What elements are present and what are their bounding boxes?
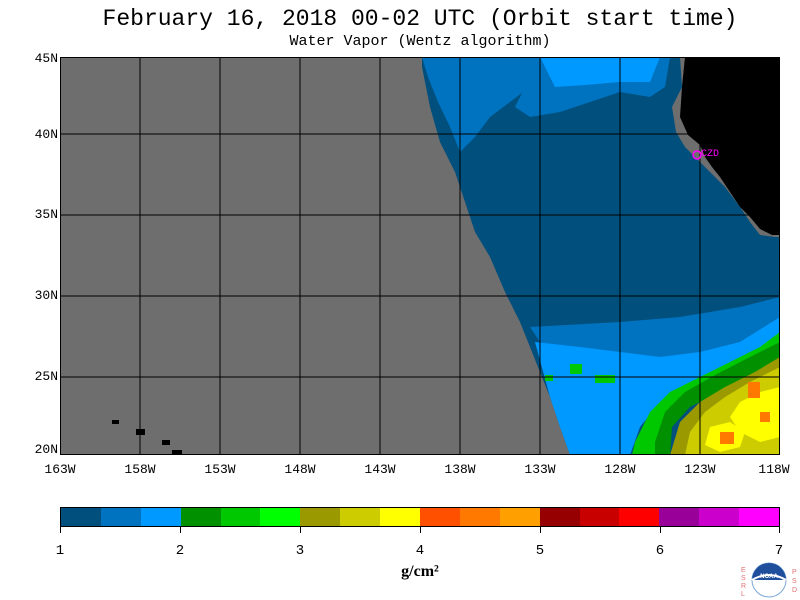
colorbar-segment [499, 508, 540, 526]
moisture-bright-yellow [730, 387, 780, 442]
colorbar-segment [699, 508, 740, 526]
colorbar-tick [180, 527, 181, 533]
colorbar-segment [220, 508, 261, 526]
colorbar-segment [140, 508, 181, 526]
station-label: CZD [701, 149, 719, 160]
chart-title: February 16, 2018 00-02 UTC (Orbit start… [102, 6, 738, 32]
colorbar-tick [779, 527, 780, 533]
hawaii-island-3 [162, 440, 170, 445]
hawaii-island-1 [112, 420, 119, 424]
station-marker [692, 150, 702, 160]
svg-text:D: D [792, 587, 797, 594]
colorbar-unit: g/cm² [401, 563, 439, 580]
colorbar-segment [659, 508, 700, 526]
lat-label-35n: 35N [34, 207, 58, 222]
colorbar-segment [180, 508, 221, 526]
lon-label-138w: 138W [444, 462, 476, 477]
swath-bright-blue-top [540, 57, 660, 87]
logo-esrl: E [741, 567, 746, 574]
map-frame [60, 57, 780, 455]
colorbar-segment [539, 508, 580, 526]
svg-text:L: L [741, 591, 745, 598]
colorbar-tick [300, 527, 301, 533]
colorbar-label-7: 7 [774, 543, 784, 559]
colorbar-segment [739, 508, 780, 526]
colorbar-segment [300, 508, 341, 526]
lat-label-40n: 40N [34, 127, 58, 142]
lon-label-143w: 143W [364, 462, 396, 477]
graticule [60, 57, 780, 455]
colorbar-segment [380, 508, 421, 526]
lon-label-123w: 123W [684, 462, 716, 477]
colorbar [60, 507, 780, 527]
svg-text:NOAA: NOAA [760, 574, 778, 580]
svg-text:S: S [741, 575, 746, 582]
colorbar-segment [260, 508, 301, 526]
colorbar-segment [340, 508, 381, 526]
colorbar-segment [61, 508, 101, 526]
colorbar-label-5: 5 [535, 543, 545, 559]
lon-label-128w: 128W [604, 462, 636, 477]
logo-psd: P [792, 569, 797, 576]
lon-label-153w: 153W [204, 462, 236, 477]
hawaii-island-4 [172, 450, 182, 455]
moisture-orange-spot-1 [748, 382, 760, 398]
colorbar-segment [459, 508, 500, 526]
lon-label-133w: 133W [524, 462, 556, 477]
moisture-orange-spot-3 [760, 412, 770, 422]
colorbar-label-4: 4 [415, 543, 425, 559]
moisture-green-speck-3 [545, 375, 553, 381]
swath-edge-blue-top [422, 57, 540, 152]
chart-subtitle: Water Vapor (Wentz algorithm) [289, 33, 551, 50]
colorbar-tick [540, 527, 541, 533]
lon-label-158w: 158W [124, 462, 156, 477]
colorbar-segment [420, 508, 460, 526]
moisture-orange-spot-2 [720, 432, 734, 444]
svg-text:S: S [792, 578, 797, 585]
colorbar-tick [660, 527, 661, 533]
colorbar-segment [579, 508, 620, 526]
colorbar-segment [619, 508, 660, 526]
lat-label-30n: 30N [34, 288, 58, 303]
water-vapor-map: CZD [60, 57, 780, 455]
lat-label-20n: 20N [34, 442, 58, 457]
colorbar-label-6: 6 [655, 543, 665, 559]
noaa-esrl-psd-logo: NOAA E S R L P S D [741, 562, 797, 598]
colorbar-tick [420, 527, 421, 533]
colorbar-segment [100, 508, 141, 526]
moisture-green-speck-1 [570, 364, 582, 374]
colorbar-tick [60, 527, 61, 533]
swath-bright-blue-south [535, 317, 780, 455]
moisture-green-speck-2 [595, 375, 615, 383]
colorbar-label-2: 2 [175, 543, 185, 559]
lat-label-25n: 25N [34, 369, 58, 384]
lat-label-45n: 45N [34, 51, 58, 66]
colorbar-label-1: 1 [55, 543, 65, 559]
moisture-dark-green-band [655, 342, 780, 455]
land-mask [680, 57, 780, 235]
lon-label-118w: 118W [758, 462, 790, 477]
lon-label-163w: 163W [44, 462, 76, 477]
colorbar-label-3: 3 [295, 543, 305, 559]
lon-label-148w: 148W [284, 462, 316, 477]
svg-text:R: R [741, 583, 746, 590]
